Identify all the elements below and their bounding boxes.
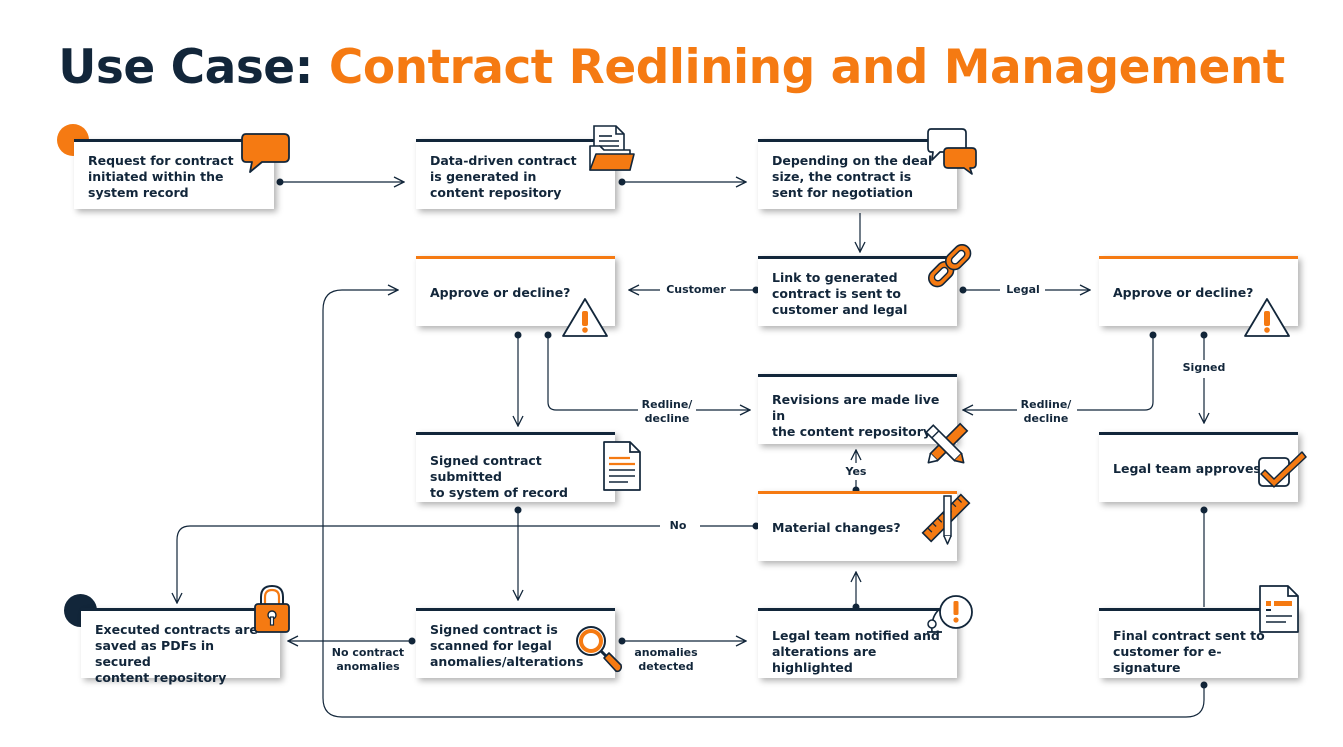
arrow-material-no [177, 525, 756, 603]
page-title: Use Case: Contract Redlining and Managem… [0, 40, 1343, 95]
generated-box: Data-driven contract is generated in con… [416, 139, 615, 209]
pencil-cross-icon [925, 422, 969, 464]
label-legal: Legal [1002, 283, 1044, 297]
link-box: Link to generated contract is sent to cu… [758, 256, 957, 326]
warning-icon [1244, 298, 1290, 337]
padlock-icon [254, 584, 290, 633]
checkbox-icon [1258, 451, 1307, 488]
executed-box: Executed contracts are saved as PDFs in … [81, 608, 280, 685]
label-yes: Yes [840, 465, 872, 479]
label-signed: Signed [1180, 361, 1228, 375]
arrow-legal-redline [963, 335, 1154, 410]
label-customer: Customer [662, 283, 730, 297]
label-no-anomalies: No contract anomalies [328, 646, 408, 674]
notified-box: Legal team notified and alterations are … [758, 608, 957, 678]
document-folder-icon [589, 125, 635, 171]
label-redline-right: Redline/ decline [1017, 398, 1075, 426]
ruler-pencil-icon [921, 493, 971, 545]
document-lines-icon [603, 441, 641, 491]
warning-icon [562, 298, 608, 337]
label-redline-left: Redline/ decline [638, 398, 696, 426]
label-no: No [662, 519, 694, 533]
arrow-final-loop [322, 290, 1205, 718]
negotiation-box: Depending on the deal size, the contract… [758, 139, 957, 209]
signed-submitted-box: Signed contract submitted to system of r… [416, 432, 615, 502]
speech-bubble-icon [241, 133, 290, 173]
revisions-box: Revisions are made live in the content r… [758, 374, 957, 444]
title-main: Contract Redlining and Management [328, 40, 1285, 95]
arrow-customer-redline [547, 335, 750, 410]
magnifier-icon [576, 626, 623, 673]
title-prefix: Use Case: [58, 40, 313, 95]
chain-link-icon [927, 243, 972, 288]
label-anomalies-detected: anomalies detected [628, 646, 704, 674]
form-document-icon [1259, 585, 1299, 633]
material-changes-box: Material changes? [758, 491, 957, 561]
alarm-icon [927, 595, 973, 633]
request-box: Request for contract initiated within th… [74, 139, 274, 209]
chat-bubbles-icon [927, 128, 977, 175]
scanned-box: Signed contract is scanned for legal ano… [416, 608, 615, 678]
